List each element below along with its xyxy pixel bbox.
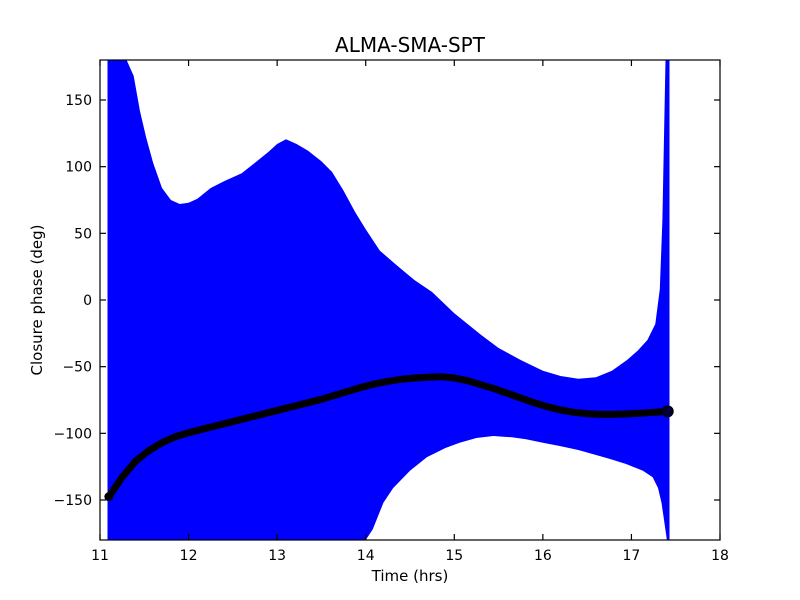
- y-tick-label: −50: [62, 360, 92, 376]
- axes-frame: [99, 59, 721, 541]
- y-tick-label: 0: [83, 293, 92, 309]
- y-tick-label: −100: [54, 426, 92, 442]
- x-tick-label: 13: [268, 548, 286, 564]
- x-tick-labels: 11 12 13 14 15 16 17 18: [91, 548, 729, 564]
- x-tick-label: 18: [711, 548, 729, 564]
- x-tick-label: 12: [180, 548, 198, 564]
- x-tick-label: 11: [91, 548, 109, 564]
- closure-phase-curve: [105, 373, 672, 501]
- x-tick-label: 16: [534, 548, 552, 564]
- x-tick-label: 17: [623, 548, 641, 564]
- y-tick-label: 150: [65, 93, 92, 109]
- model-curve: [104, 373, 674, 502]
- x-axis-label: Time (hrs): [371, 567, 449, 585]
- y-tick-labels: −150 −100 −50 0 50 100 150: [54, 93, 92, 509]
- chart-title: ALMA-SMA-SPT: [335, 33, 486, 57]
- y-tick-label: −150: [54, 493, 92, 509]
- y-axis-label: Closure phase (deg): [28, 225, 46, 376]
- y-tick-label: 100: [65, 160, 92, 176]
- y-tick-label: 50: [74, 226, 92, 242]
- curve-start-marker: [104, 492, 114, 502]
- error-envelope-region: [107, 60, 670, 540]
- curve-end-marker: [661, 405, 674, 418]
- x-tick-label: 14: [357, 548, 375, 564]
- error-envelope: [107, 60, 670, 540]
- x-tick-label: 15: [445, 548, 463, 564]
